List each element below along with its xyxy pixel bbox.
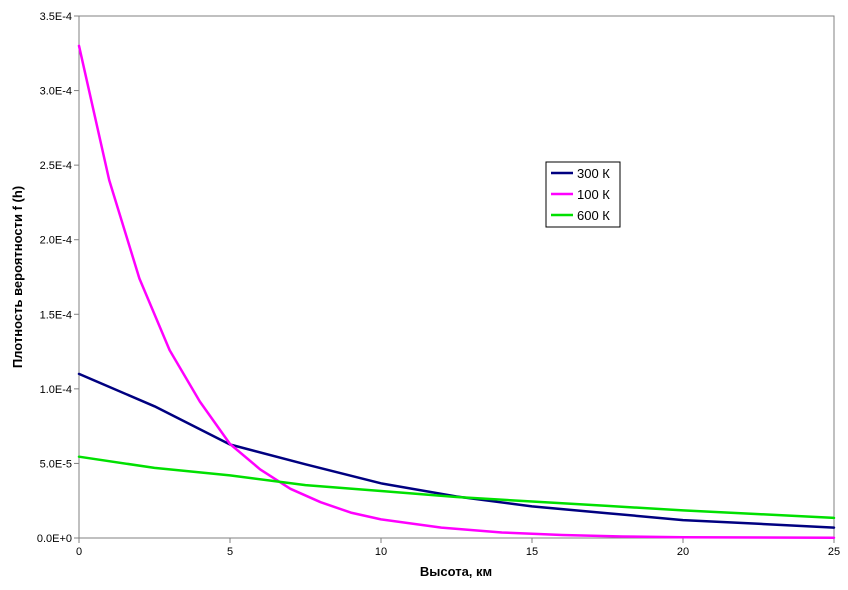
x-tick-label: 5 [227, 546, 233, 558]
x-axis-title: Высота, км [420, 564, 492, 579]
y-tick-label: 2.0E-4 [40, 235, 72, 247]
x-axis: 0 5 10 15 20 25 [76, 538, 840, 558]
x-tick-label: 0 [76, 546, 82, 558]
legend-label: 100 К [577, 187, 610, 202]
x-tick-label: 10 [375, 546, 387, 558]
x-tick-label: 15 [526, 546, 538, 558]
x-tick-label: 25 [828, 546, 840, 558]
y-axis: 0.0E+0 5.0E-5 1.0E-4 1.5E-4 2.0E-4 2.5E-4 3.0E… [37, 11, 79, 545]
y-axis-title: Плотность вероятности f (h) [10, 186, 25, 368]
y-tick-label: 5.0E-5 [40, 458, 72, 470]
legend-label: 300 К [577, 166, 610, 181]
y-tick-label: 0.0E+0 [37, 533, 72, 545]
plot-area [78, 15, 835, 539]
y-tick-label: 3.0E-4 [40, 86, 72, 98]
y-tick-label: 1.0E-4 [40, 384, 72, 396]
legend: 300 К 100 К 600 К [545, 161, 621, 228]
y-tick-label: 3.5E-4 [40, 11, 72, 23]
series-line-3 [77, 455, 836, 520]
y-tick-label: 2.5E-4 [40, 160, 72, 172]
legend-label: 600 К [577, 208, 610, 223]
x-tick-label: 20 [677, 546, 689, 558]
y-tick-label: 1.5E-4 [40, 309, 72, 321]
series-lines [77, 44, 836, 539]
series-line-2 [77, 44, 836, 539]
